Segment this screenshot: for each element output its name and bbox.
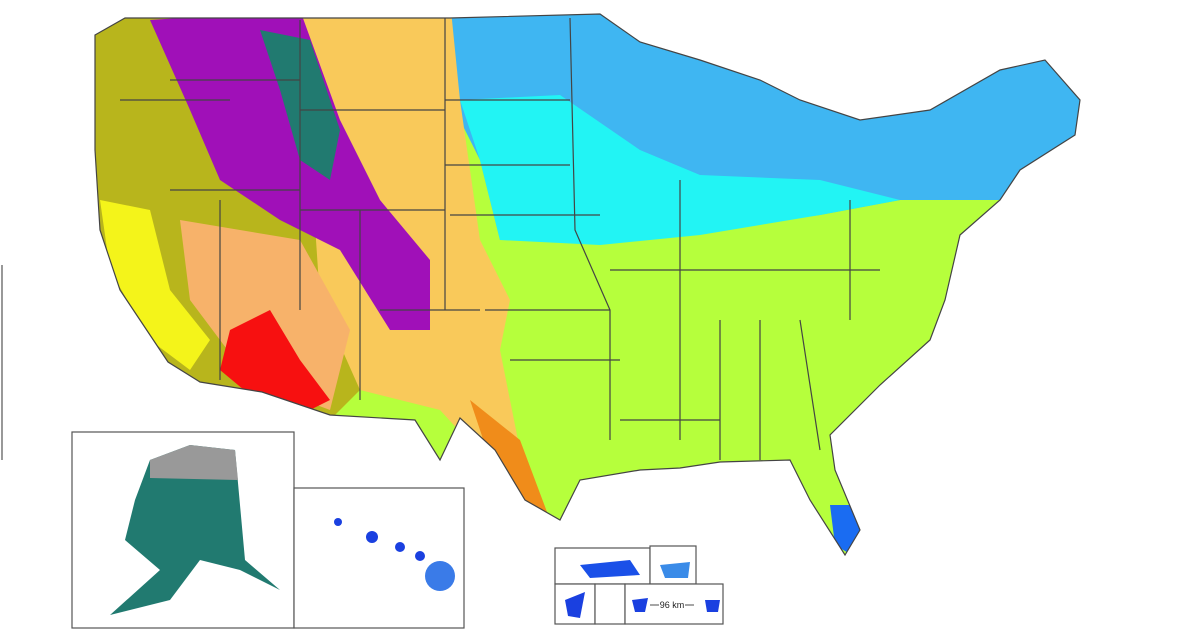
zone-10 [220, 310, 330, 415]
hawaii-inset [293, 487, 465, 629]
zone-6 [460, 95, 900, 245]
hawaii [334, 518, 455, 591]
zone-9 [100, 200, 210, 370]
zone-9b [470, 400, 550, 520]
territories-inset: 96 km [554, 545, 724, 625]
scale-label: 96 km [660, 600, 685, 610]
state-borders [94, 13, 1081, 557]
alaska-north [150, 445, 238, 480]
alaska [110, 445, 280, 615]
